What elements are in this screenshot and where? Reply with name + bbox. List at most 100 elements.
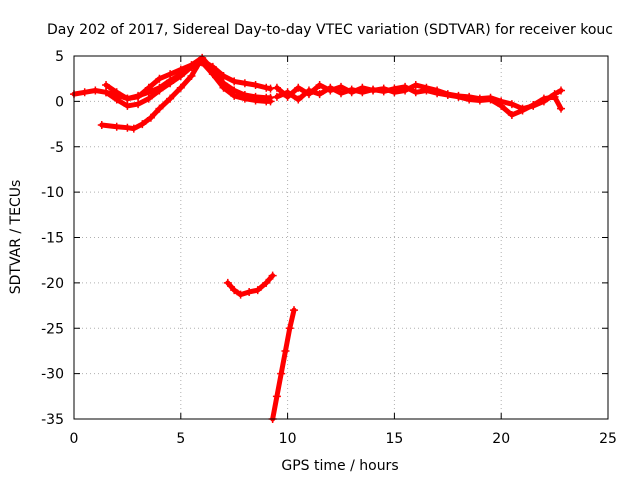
data-point (166, 94, 175, 103)
data-point (277, 369, 286, 378)
x-axis-label: GPS time / hours (281, 458, 398, 474)
data-point (294, 83, 303, 92)
data-point (557, 104, 566, 113)
x-tick-label: 15 (385, 431, 403, 447)
x-tick-label: 5 (176, 431, 185, 447)
y-tick-label: 0 (55, 94, 64, 110)
data-point (230, 286, 239, 295)
data-point (138, 120, 147, 129)
data-point (155, 86, 164, 95)
data-point (236, 290, 245, 299)
data-point (507, 100, 516, 109)
data-point (529, 101, 538, 110)
data-point (266, 84, 275, 93)
data-point (193, 61, 202, 70)
data-point (518, 106, 527, 115)
data-point (283, 88, 292, 97)
data-point (550, 92, 559, 101)
data-point (266, 97, 275, 106)
series-arc-5 (272, 81, 566, 113)
data-point (272, 83, 281, 92)
series-arc-6 (272, 82, 566, 119)
data-series (70, 53, 566, 423)
data-point (272, 92, 281, 101)
data-point (337, 89, 345, 98)
series-arc-8 (268, 306, 299, 423)
data-point (146, 113, 155, 122)
data-point (123, 123, 132, 132)
data-point (166, 70, 175, 79)
data-point (465, 95, 474, 104)
data-point (315, 81, 324, 90)
data-point (497, 101, 506, 110)
data-point (262, 83, 271, 92)
data-point (134, 92, 143, 101)
data-point (112, 95, 121, 104)
data-point (112, 88, 121, 97)
data-point (411, 88, 420, 97)
data-point (102, 81, 111, 90)
data-point (123, 101, 132, 110)
data-point (208, 70, 217, 79)
data-point (129, 124, 138, 133)
series-line (270, 307, 297, 422)
data-point (166, 79, 175, 88)
grid (74, 56, 608, 419)
data-point (144, 83, 153, 92)
series-line (274, 84, 564, 118)
data-point (230, 91, 239, 100)
data-point (134, 100, 143, 109)
data-point (454, 92, 463, 101)
data-point (272, 392, 281, 401)
y-tick-label: -35 (41, 412, 64, 428)
data-point (155, 104, 164, 113)
data-point (187, 71, 196, 80)
y-tick-label: -20 (41, 276, 64, 292)
chart-title: Day 202 of 2017, Sidereal Day-to-day VTE… (47, 22, 613, 38)
y-tick-label: -30 (41, 367, 64, 383)
series-arc-3 (102, 58, 275, 110)
data-point (285, 324, 294, 333)
y-tick-label: -10 (41, 185, 64, 201)
data-point (176, 83, 185, 92)
data-point (223, 278, 232, 287)
series-line (274, 82, 564, 112)
data-point (475, 96, 484, 105)
data-point (379, 87, 388, 96)
x-tick-label: 0 (70, 431, 79, 447)
y-axis-label: SDTVAR / TECUs (8, 180, 24, 295)
x-tick-label: 25 (599, 431, 617, 447)
data-point (358, 88, 367, 97)
data-point (102, 88, 111, 97)
data-point (91, 86, 100, 95)
data-point (144, 94, 153, 103)
data-point (304, 86, 313, 95)
data-point (268, 271, 277, 280)
data-point (97, 120, 106, 129)
y-tick-label: -25 (41, 321, 64, 337)
data-point (290, 306, 299, 315)
data-point (369, 85, 378, 94)
data-point (422, 86, 431, 95)
data-point (294, 95, 303, 104)
data-point (240, 79, 249, 88)
data-point (507, 110, 516, 119)
data-point (123, 94, 132, 103)
data-point (443, 91, 452, 100)
y-tick-label: -5 (50, 140, 64, 156)
data-point (411, 81, 420, 90)
data-point (315, 90, 324, 99)
data-point (240, 94, 249, 103)
data-point (401, 82, 410, 91)
data-point (198, 58, 207, 67)
data-point (281, 346, 290, 355)
data-point (433, 89, 442, 98)
y-axis-ticks: 5 0 -5 -10 -15 -20 -25 -30 -35 (41, 49, 608, 428)
data-point (80, 88, 89, 97)
y-tick-label: -15 (41, 231, 64, 247)
data-point (326, 83, 335, 92)
series-arc-4 (97, 61, 202, 133)
data-point (262, 278, 271, 287)
data-point (390, 84, 399, 93)
